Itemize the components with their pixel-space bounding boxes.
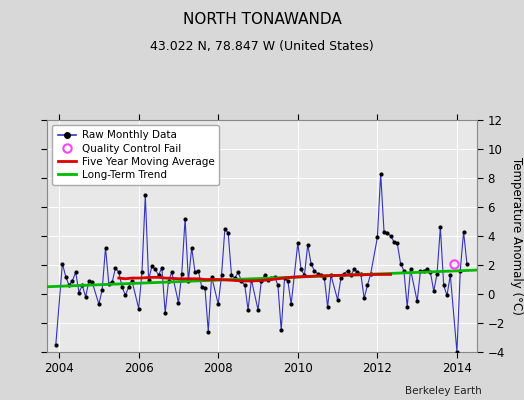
Legend: Raw Monthly Data, Quality Control Fail, Five Year Moving Average, Long-Term Tren: Raw Monthly Data, Quality Control Fail, … bbox=[52, 125, 220, 185]
Y-axis label: Temperature Anomaly (°C): Temperature Anomaly (°C) bbox=[510, 157, 522, 315]
Text: Berkeley Earth: Berkeley Earth bbox=[406, 386, 482, 396]
Text: NORTH TONAWANDA: NORTH TONAWANDA bbox=[183, 12, 341, 27]
Text: 43.022 N, 78.847 W (United States): 43.022 N, 78.847 W (United States) bbox=[150, 40, 374, 53]
